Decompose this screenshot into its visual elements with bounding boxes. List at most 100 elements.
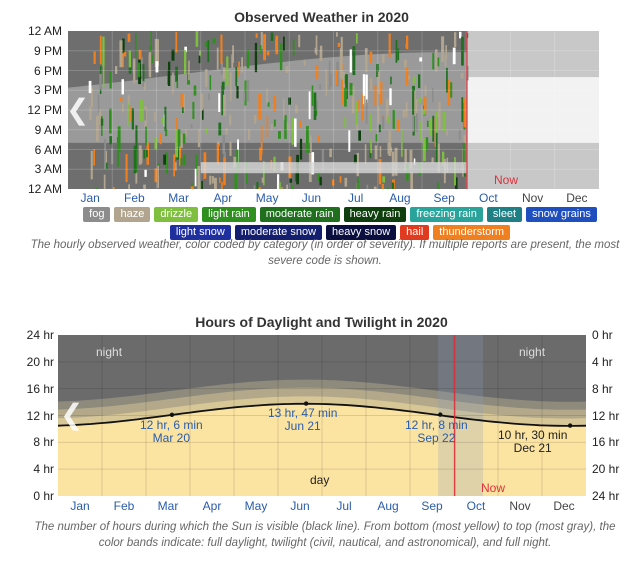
weather-mark [216, 144, 219, 165]
weather-mark [345, 74, 348, 99]
weather-month-label: May [255, 191, 279, 205]
daylight-y-tick-left: 12 hr [26, 408, 54, 423]
weather-mark [96, 115, 99, 142]
weather-mark [421, 98, 423, 105]
weather-mark [163, 154, 166, 165]
weather-mark [164, 106, 167, 131]
weather-mark [444, 54, 447, 67]
weather-mark [266, 51, 270, 56]
weather-mark [436, 57, 440, 67]
weather-mark [291, 117, 294, 145]
daylight-line [58, 402, 586, 427]
weather-mark [199, 50, 201, 58]
weather-mark [193, 85, 197, 96]
weather-mark [150, 31, 152, 52]
weather-mark [374, 145, 378, 160]
weather-mark [432, 115, 435, 142]
weather-mark [102, 36, 105, 67]
legend-item: light snow [169, 225, 231, 240]
weather-mark [406, 35, 409, 50]
annotation-date: Dec 21 [513, 441, 552, 455]
weather-mark [319, 176, 322, 186]
weather-mark [311, 85, 314, 106]
fog-strip [200, 162, 467, 174]
weather-mark [184, 46, 187, 53]
weather-mark [146, 149, 148, 158]
weather-y-tick: 3 AM [34, 162, 62, 177]
weather-mark [95, 188, 98, 189]
weather-caption: The hourly observed weather, color coded… [30, 239, 620, 267]
weather-mark [127, 102, 129, 127]
weather-mark [212, 38, 216, 44]
weather-mark [378, 124, 381, 133]
weather-mark [267, 102, 270, 107]
weather-mark [286, 184, 288, 189]
chevron-left-icon[interactable]: ❮ [60, 398, 84, 431]
weather-mark [335, 69, 338, 85]
weather-mark [200, 93, 204, 111]
daylight-y-tick-left: 24 hr [26, 328, 54, 342]
weather-mark [341, 87, 344, 105]
weather-mark [218, 122, 222, 136]
weather-mark [109, 71, 112, 89]
weather-mark [111, 148, 114, 165]
weather-mark [154, 137, 158, 150]
weather-mark [387, 116, 390, 124]
daylight-y-tick-left: 20 hr [26, 354, 54, 369]
weather-mark [405, 43, 408, 48]
weather-mark [246, 49, 250, 69]
weather-mark [188, 60, 190, 81]
weather-chart-title: Observed Weather in 2020 [234, 9, 409, 25]
weather-mark [122, 38, 125, 54]
legend-item: sleet [486, 207, 523, 222]
weather-mark [369, 114, 372, 132]
weather-mark [388, 130, 392, 156]
daylight-annotation: 12 hr, 8 min Sep 22 [405, 419, 468, 445]
weather-mark [88, 80, 92, 94]
weather-mark [325, 69, 328, 97]
weather-month-label: Feb [124, 191, 145, 205]
weather-mark [120, 97, 123, 102]
weather-mark [243, 92, 245, 101]
weather-mark [266, 88, 268, 104]
weather-mark [355, 101, 358, 125]
weather-mark [405, 102, 408, 118]
daylight-y-tick-left: 8 hr [33, 435, 54, 450]
weather-mark [231, 54, 234, 68]
weather-mark [261, 177, 265, 183]
weather-mark [388, 33, 391, 58]
weather-mark [100, 118, 104, 126]
weather-mark [229, 72, 232, 101]
weather-mark [281, 187, 284, 189]
weather-mark [131, 108, 134, 130]
weather-mark [376, 64, 379, 77]
weather-mark [303, 60, 306, 66]
weather-mark [123, 52, 127, 57]
weather-mark [348, 130, 351, 152]
weather-mark [229, 141, 232, 156]
weather-mark [182, 133, 186, 144]
weather-mark [308, 91, 311, 120]
weather-mark [401, 129, 403, 157]
weather-mark [339, 48, 343, 78]
weather-mark [125, 154, 128, 183]
weather-month-label: Apr [213, 191, 233, 205]
weather-mark [379, 82, 383, 105]
weather-month-label: Sep [433, 191, 455, 205]
weather-mark [128, 50, 132, 68]
daylight-y-tick-right: 4 hr [592, 354, 613, 369]
annotation-value: 12 hr, 8 min [405, 418, 468, 432]
weather-mark [463, 98, 467, 128]
weather-mark [442, 111, 446, 132]
weather-y-tick: 3 PM [33, 83, 62, 98]
weather-mark [279, 43, 283, 71]
daylight-point [169, 412, 175, 418]
weather-mark [454, 32, 457, 47]
weather-y-tick: 12 AM [27, 182, 62, 196]
weather-mark [370, 77, 373, 91]
weather-month-label: Oct [479, 191, 498, 205]
weather-mark [459, 31, 462, 39]
annotation-date: Sep 22 [417, 431, 456, 445]
weather-mark [144, 109, 146, 121]
chevron-left-icon[interactable]: ❮ [66, 93, 90, 126]
